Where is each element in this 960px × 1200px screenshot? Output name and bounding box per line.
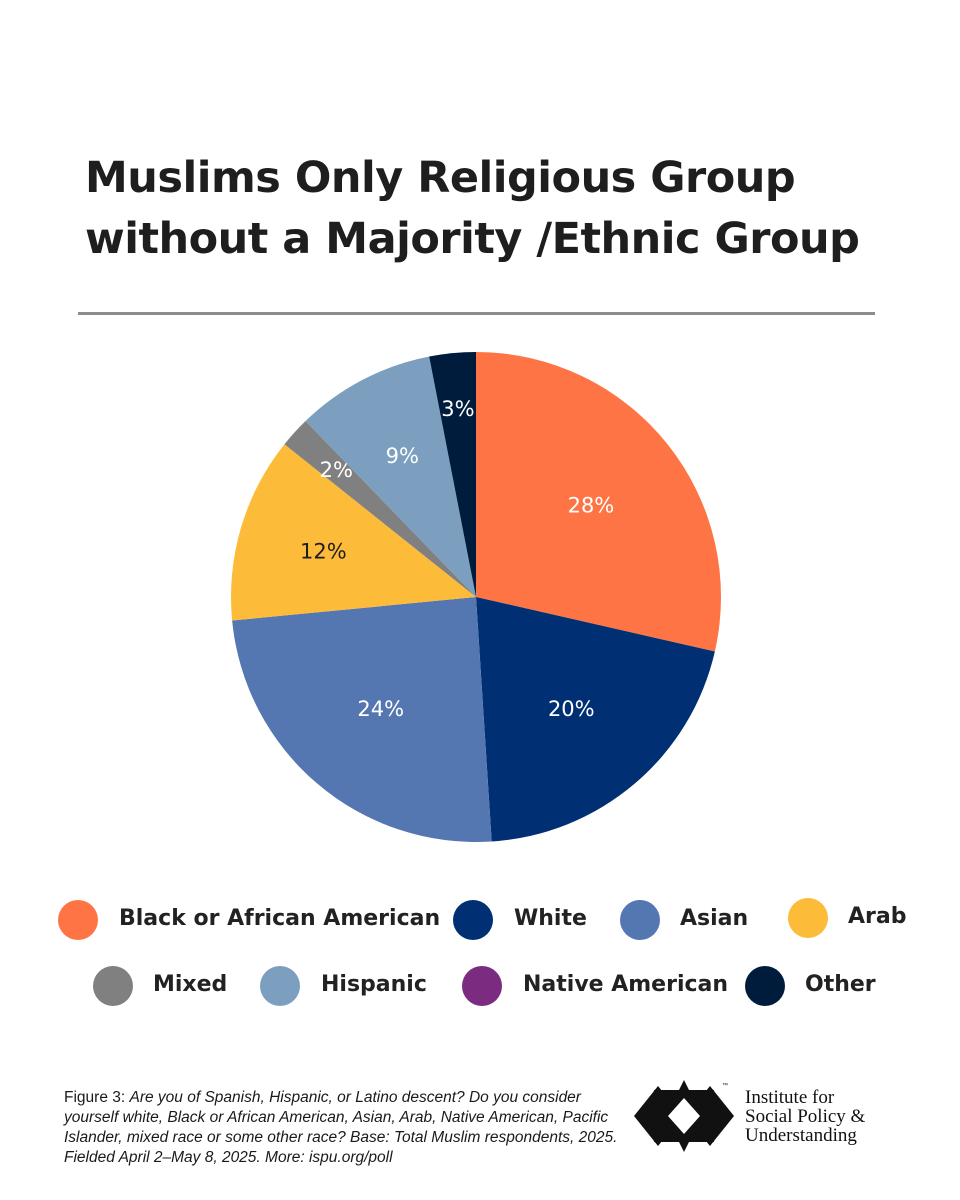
legend-label-native-american: Native American bbox=[523, 972, 729, 997]
legend-label-white: White bbox=[514, 906, 587, 931]
organization-name-line-3: Understanding bbox=[745, 1125, 857, 1146]
legend-swatch-hispanic bbox=[260, 966, 300, 1006]
data-label-asian: 24% bbox=[357, 697, 404, 721]
legend-label-other: Other bbox=[805, 972, 876, 997]
chart-title-line-1: Muslims Only Religious Group bbox=[85, 153, 796, 203]
legend-swatch-asian bbox=[620, 900, 660, 940]
organization-name: Institute for Social Policy & Understand… bbox=[745, 1088, 945, 1145]
legend-swatch-white bbox=[453, 900, 493, 940]
pie-slice-hispanic bbox=[305, 356, 476, 597]
organization-name-line-1: Institute for bbox=[745, 1087, 835, 1108]
data-label-other: 3% bbox=[441, 397, 474, 421]
legend-label-arab: Arab bbox=[848, 904, 907, 929]
data-label-white: 20% bbox=[548, 697, 595, 721]
legend-swatch-arab bbox=[788, 898, 828, 938]
figure-caption-text: Are you of Spanish, Hispanic, or Latino … bbox=[64, 1089, 618, 1166]
pie-slice-arab bbox=[230, 444, 476, 621]
legend-swatch-black-or-african-american bbox=[58, 900, 98, 940]
organization-name-line-2: Social Policy & bbox=[745, 1106, 866, 1127]
pie-chart: 28%20%24%12%2%9%3% bbox=[230, 352, 722, 843]
pie-slice-white bbox=[476, 597, 715, 842]
ispu-logo-icon bbox=[634, 1080, 734, 1152]
pie-slice-other bbox=[429, 352, 476, 597]
figure-caption: Figure 3: Are you of Spanish, Hispanic, … bbox=[64, 1088, 624, 1168]
data-label-arab: 12% bbox=[300, 540, 347, 564]
legend-swatch-native-american bbox=[462, 966, 502, 1006]
legend-label-asian: Asian bbox=[680, 906, 749, 931]
data-label-hispanic: 9% bbox=[386, 444, 419, 468]
pie-slice-black-or-african-american bbox=[476, 352, 722, 652]
data-label-black-or-african-american: 28% bbox=[568, 493, 615, 517]
chart-title: Muslims Only Religious Group without a M… bbox=[85, 148, 885, 270]
title-divider bbox=[78, 312, 875, 315]
pie-slice-asian bbox=[232, 597, 492, 843]
figure-label: Figure 3: bbox=[64, 1089, 126, 1106]
legend-label-hispanic: Hispanic bbox=[321, 972, 427, 997]
legend-swatch-other bbox=[745, 966, 785, 1006]
legend-swatch-mixed bbox=[93, 966, 133, 1006]
chart-title-line-2: without a Majority /Ethnic Group bbox=[85, 214, 860, 264]
legend-label-black-or-african-american: Black or African American bbox=[119, 906, 441, 931]
legend-label-mixed: Mixed bbox=[153, 972, 228, 997]
pie-slice-mixed bbox=[284, 421, 476, 597]
logo-trademark: ™ bbox=[722, 1083, 728, 1089]
